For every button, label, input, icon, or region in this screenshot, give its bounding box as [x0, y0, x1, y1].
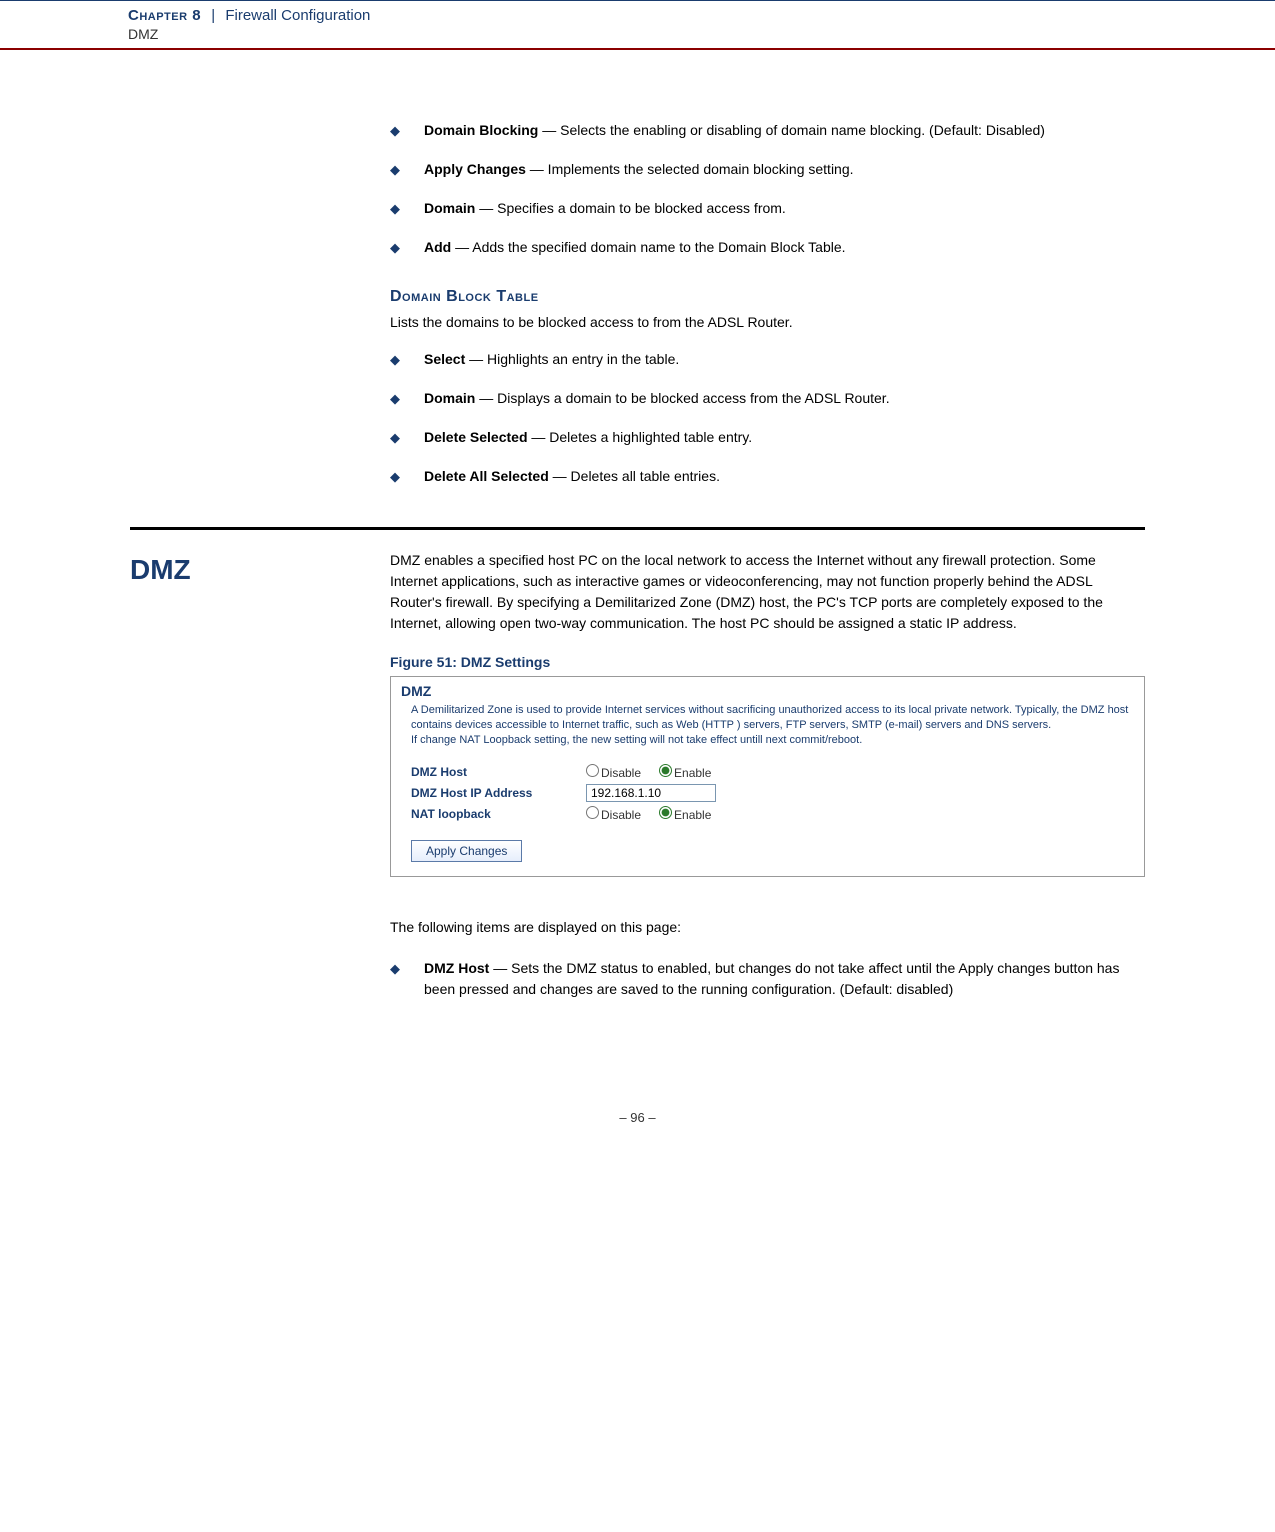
list-item: Apply Changes — Implements the selected … — [390, 159, 1145, 180]
domain-block-table-heading: Domain Block Table — [390, 288, 1145, 306]
bullet-term: Add — [424, 239, 451, 255]
domain-blocking-bullets: Domain Blocking — Selects the enabling o… — [390, 120, 1145, 258]
nat-loopback-label: NAT loopback — [411, 807, 586, 821]
list-item: Select — Highlights an entry in the tabl… — [390, 349, 1145, 370]
bullet-text: — Selects the enabling or disabling of d… — [538, 122, 1045, 138]
screenshot-description: A Demilitarized Zone is used to provide … — [391, 703, 1144, 764]
chapter-separator: | — [211, 7, 215, 24]
list-item: Delete Selected — Deletes a highlighted … — [390, 427, 1145, 448]
list-item: Delete All Selected — Deletes all table … — [390, 466, 1145, 487]
dmz-ip-row: DMZ Host IP Address — [411, 784, 1134, 802]
bullet-text: — Displays a domain to be blocked access… — [475, 390, 889, 406]
nat-loopback-row: NAT loopback Disable Enable — [411, 806, 1134, 822]
follow-text: The following items are displayed on thi… — [390, 917, 1145, 938]
bullet-text: — Deletes all table entries. — [549, 468, 720, 484]
list-item: Domain Blocking — Selects the enabling o… — [390, 120, 1145, 141]
section-divider — [130, 527, 1145, 530]
radio-label: Disable — [601, 808, 641, 822]
bullet-text: — Highlights an entry in the table. — [465, 351, 679, 367]
bullet-term: Domain — [424, 390, 475, 406]
bullet-term: Apply Changes — [424, 161, 526, 177]
dmz-bottom-bullets: DMZ Host — Sets the DMZ status to enable… — [390, 958, 1145, 1000]
radio-label: Enable — [674, 766, 711, 780]
chapter-line: Chapter 8 | Firewall Configuration — [128, 7, 1275, 24]
list-item: Domain — Specifies a domain to be blocke… — [390, 198, 1145, 219]
bullet-term: DMZ Host — [424, 960, 489, 976]
apply-changes-button[interactable]: Apply Changes — [411, 840, 522, 862]
domain-block-bullets: Select — Highlights an entry in the tabl… — [390, 349, 1145, 487]
screenshot-body: DMZ Host Disable Enable DMZ Host IP Addr… — [391, 764, 1144, 876]
bullet-text: — Implements the selected domain blockin… — [526, 161, 854, 177]
dmz-ip-label: DMZ Host IP Address — [411, 786, 586, 800]
chapter-label: Chapter 8 — [128, 7, 201, 24]
page-number: – 96 – — [0, 1110, 1275, 1155]
bullet-term: Delete All Selected — [424, 468, 549, 484]
list-item: Domain — Displays a domain to be blocked… — [390, 388, 1145, 409]
figure-caption: Figure 51: DMZ Settings — [390, 654, 1145, 670]
bullet-term: Delete Selected — [424, 429, 528, 445]
bullet-text: — Sets the DMZ status to enabled, but ch… — [424, 960, 1119, 997]
dmz-host-disable-radio[interactable] — [586, 764, 599, 777]
dmz-heading: DMZ — [130, 550, 390, 1030]
bullet-text: — Deletes a highlighted table entry. — [528, 429, 753, 445]
list-item: Add — Adds the specified domain name to … — [390, 237, 1145, 258]
page-header: Chapter 8 | Firewall Configuration DMZ — [0, 0, 1275, 50]
dmz-ip-input[interactable] — [586, 784, 716, 802]
bullet-text: — Adds the specified domain name to the … — [451, 239, 845, 255]
screenshot-desc-line: A Demilitarized Zone is used to provide … — [411, 704, 1128, 731]
bullet-term: Domain Blocking — [424, 122, 538, 138]
screenshot-desc-line: If change NAT Loopback setting, the new … — [411, 734, 862, 746]
bullet-term: Domain — [424, 200, 475, 216]
dmz-section: DMZ DMZ enables a specified host PC on t… — [130, 550, 1145, 1030]
dmz-paragraph: DMZ enables a specified host PC on the l… — [390, 550, 1145, 634]
bullet-term: Select — [424, 351, 465, 367]
chapter-subtitle: DMZ — [128, 26, 1275, 42]
page-content: Domain Blocking — Selects the enabling o… — [0, 50, 1275, 1050]
nat-disable-radio[interactable] — [586, 806, 599, 819]
dmz-screenshot: DMZ A Demilitarized Zone is used to prov… — [390, 676, 1145, 877]
radio-label: Disable — [601, 766, 641, 780]
radio-label: Enable — [674, 808, 711, 822]
domain-block-lead: Lists the domains to be blocked access t… — [390, 312, 1145, 333]
screenshot-title: DMZ — [391, 677, 1144, 703]
dmz-host-row: DMZ Host Disable Enable — [411, 764, 1134, 780]
dmz-host-label: DMZ Host — [411, 765, 586, 779]
bullet-text: — Specifies a domain to be blocked acces… — [475, 200, 785, 216]
nat-enable-radio[interactable] — [659, 806, 672, 819]
chapter-title: Firewall Configuration — [225, 7, 370, 24]
dmz-host-enable-radio[interactable] — [659, 764, 672, 777]
list-item: DMZ Host — Sets the DMZ status to enable… — [390, 958, 1145, 1000]
